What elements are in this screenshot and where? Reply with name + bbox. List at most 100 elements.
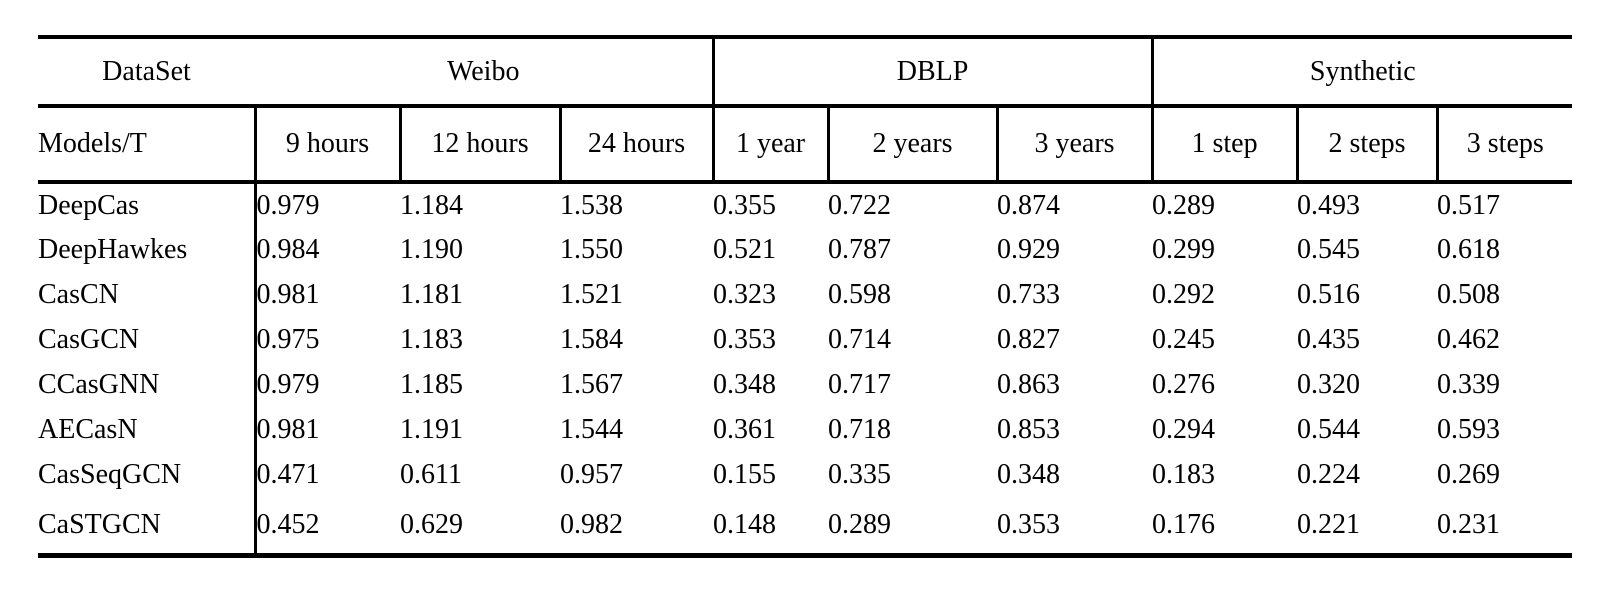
value-cell: 0.508 bbox=[1437, 278, 1501, 310]
value-cell: 0.155 bbox=[713, 458, 777, 490]
col-header-9-hours: 9 hours bbox=[253, 106, 400, 184]
value-cell: 1.184 bbox=[400, 189, 463, 221]
dataset-header-cell: DataSet bbox=[38, 37, 255, 108]
table-row-deephawkes: DeepHawkes 0.984 1.190 1.550 0.521 0.787… bbox=[38, 227, 1572, 272]
value-cell: 0.787 bbox=[828, 233, 892, 265]
value-cell: 1.185 bbox=[400, 368, 463, 400]
value-cell: 0.320 bbox=[1297, 368, 1361, 400]
value-cell: 0.984 bbox=[253, 227, 400, 272]
value-cell: 0.335 bbox=[828, 458, 892, 490]
table-row-deepcas: DeepCas 0.979 1.184 1.538 0.355 0.722 0.… bbox=[38, 182, 1572, 227]
model-name-cell: AECasN bbox=[38, 413, 138, 445]
value-cell: 0.348 bbox=[713, 368, 777, 400]
value-cell: 0.289 bbox=[828, 508, 892, 540]
col-header-2-steps: 2 steps bbox=[1295, 106, 1438, 184]
value-cell: 0.221 bbox=[1297, 508, 1361, 540]
model-name-cell: CCasGNN bbox=[38, 368, 160, 400]
value-cell: 1.521 bbox=[560, 278, 623, 310]
table-row-aecasn: AECasN 0.981 1.191 1.544 0.361 0.718 0.8… bbox=[38, 407, 1572, 452]
value-cell: 0.733 bbox=[997, 278, 1061, 310]
table-row-cascn: CasCN 0.981 1.181 1.521 0.323 0.598 0.73… bbox=[38, 272, 1572, 317]
value-cell: 0.611 bbox=[400, 458, 462, 490]
value-cell: 0.148 bbox=[713, 508, 777, 540]
value-cell: 0.929 bbox=[997, 233, 1061, 265]
value-cell: 0.176 bbox=[1152, 508, 1216, 540]
value-cell: 0.717 bbox=[828, 368, 892, 400]
value-cell: 0.462 bbox=[1437, 323, 1501, 355]
value-cell: 0.289 bbox=[1152, 189, 1216, 221]
value-cell: 0.957 bbox=[560, 458, 623, 490]
value-cell: 0.471 bbox=[253, 452, 400, 497]
model-name-cell: DeepHawkes bbox=[38, 233, 188, 265]
col-header-2-years: 2 years bbox=[826, 106, 998, 184]
value-cell: 0.981 bbox=[253, 407, 400, 452]
model-name-cell: CasCN bbox=[38, 278, 119, 310]
value-cell: 0.618 bbox=[1437, 233, 1501, 265]
table-row-casgcn: CasGCN 0.975 1.183 1.584 0.353 0.714 0.8… bbox=[38, 317, 1572, 362]
model-name-cell: CasSeqGCN bbox=[38, 458, 182, 490]
value-cell: 0.598 bbox=[828, 278, 892, 310]
value-cell: 0.435 bbox=[1297, 323, 1361, 355]
value-cell: 0.452 bbox=[253, 497, 400, 555]
group-header-row: DataSet Weibo DBLP Synthetic bbox=[38, 37, 1573, 108]
value-cell: 1.584 bbox=[560, 323, 623, 355]
value-cell: 0.853 bbox=[997, 413, 1061, 445]
value-cell: 1.544 bbox=[560, 413, 623, 445]
value-cell: 0.276 bbox=[1152, 368, 1216, 400]
value-cell: 0.361 bbox=[713, 413, 777, 445]
value-cell: 0.183 bbox=[1152, 458, 1216, 490]
group-header-weibo: Weibo bbox=[255, 37, 714, 108]
value-cell: 0.714 bbox=[828, 323, 892, 355]
col-header-3-years: 3 years bbox=[995, 106, 1153, 184]
col-header-12-hours: 12 hours bbox=[398, 106, 560, 184]
value-cell: 1.567 bbox=[560, 368, 623, 400]
value-cell: 0.323 bbox=[713, 278, 777, 310]
col-header-1-step: 1 step bbox=[1150, 106, 1298, 184]
value-cell: 1.190 bbox=[400, 233, 463, 265]
value-cell: 0.722 bbox=[828, 189, 892, 221]
value-cell: 0.521 bbox=[713, 233, 777, 265]
value-cell: 0.874 bbox=[997, 189, 1061, 221]
value-cell: 0.245 bbox=[1152, 323, 1216, 355]
value-cell: 0.269 bbox=[1437, 458, 1501, 490]
value-cell: 1.538 bbox=[560, 189, 623, 221]
value-cell: 0.339 bbox=[1437, 368, 1501, 400]
value-cell: 0.975 bbox=[253, 317, 400, 362]
value-cell: 0.493 bbox=[1297, 189, 1361, 221]
table-row-ccasgnn: CCasGNN 0.979 1.185 1.567 0.348 0.717 0.… bbox=[38, 362, 1572, 407]
value-cell: 0.224 bbox=[1297, 458, 1361, 490]
value-cell: 0.629 bbox=[400, 508, 463, 540]
group-header-synthetic: Synthetic bbox=[1150, 37, 1573, 108]
value-cell: 0.981 bbox=[253, 272, 400, 317]
col-header-24-hours: 24 hours bbox=[558, 106, 714, 184]
col-header-1-year: 1 year bbox=[711, 106, 829, 184]
group-header-dblp: DBLP bbox=[711, 37, 1153, 108]
value-cell: 0.231 bbox=[1437, 508, 1501, 540]
value-cell: 0.982 bbox=[560, 508, 623, 540]
value-cell: 0.593 bbox=[1437, 413, 1501, 445]
value-cell: 1.191 bbox=[400, 413, 463, 445]
value-cell: 0.516 bbox=[1297, 278, 1361, 310]
value-cell: 0.294 bbox=[1152, 413, 1216, 445]
col-header-3-steps: 3 steps bbox=[1435, 106, 1573, 184]
value-cell: 0.517 bbox=[1437, 189, 1501, 221]
value-cell: 0.979 bbox=[253, 362, 400, 407]
value-cell: 1.183 bbox=[400, 323, 463, 355]
value-cell: 0.718 bbox=[828, 413, 892, 445]
table-row-casseqgcn: CasSeqGCN 0.471 0.611 0.957 0.155 0.335 … bbox=[38, 452, 1572, 497]
column-header-row: Models/T 9 hours 12 hours 24 hours 1 yea… bbox=[38, 106, 1573, 184]
value-cell: 0.979 bbox=[253, 182, 400, 227]
model-name-cell: CaSTGCN bbox=[38, 508, 161, 540]
model-results-table: DataSet Weibo DBLP Synthetic Models/T 9 … bbox=[38, 35, 1573, 558]
value-cell: 0.299 bbox=[1152, 233, 1216, 265]
value-cell: 0.545 bbox=[1297, 233, 1361, 265]
model-name-cell: DeepCas bbox=[38, 189, 140, 221]
value-cell: 1.550 bbox=[560, 233, 623, 265]
value-cell: 0.292 bbox=[1152, 278, 1216, 310]
value-cell: 0.863 bbox=[997, 368, 1061, 400]
value-cell: 0.544 bbox=[1297, 413, 1361, 445]
value-cell: 0.827 bbox=[997, 323, 1061, 355]
value-cell: 0.355 bbox=[713, 189, 777, 221]
value-cell: 0.353 bbox=[713, 323, 777, 355]
value-cell: 0.353 bbox=[997, 508, 1061, 540]
